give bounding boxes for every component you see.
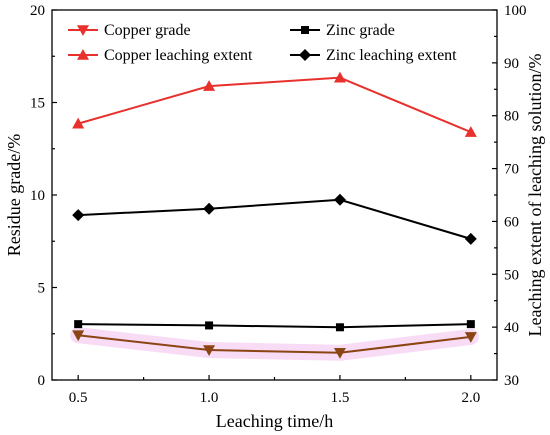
x-axis-title: Leaching time/h — [216, 411, 333, 431]
y-right-tick-label: 100 — [504, 3, 527, 19]
legend: Copper grade Zinc grade Copper leaching ex… — [68, 22, 457, 64]
legend-label: Copper grade — [104, 22, 191, 39]
ticks-layer — [52, 9, 497, 381]
y-left-axis-title: Residue grade/% — [4, 134, 24, 256]
legend-marker — [301, 26, 309, 34]
legend-marker — [77, 25, 89, 36]
x-tick-label: 1.0 — [200, 390, 219, 406]
x-tick-label: 2.0 — [461, 390, 480, 406]
y-left-tick-label: 20 — [30, 3, 45, 19]
series-line — [78, 323, 471, 329]
series-copper-leaching-extent — [72, 71, 477, 137]
y-left-tick-label: 5 — [38, 281, 46, 297]
y-left-tick-label: 15 — [30, 96, 45, 112]
y-right-tick-label: 60 — [504, 214, 519, 230]
data-point — [203, 202, 216, 215]
legend-item: Zinc grade — [290, 22, 395, 39]
y-left-tick-label: 10 — [30, 188, 45, 204]
data-point — [72, 209, 85, 222]
y-right-tick-label: 80 — [504, 109, 519, 125]
y-right-tick-label: 90 — [504, 56, 519, 72]
legend-item: Copper leaching extent — [68, 47, 253, 64]
legend-marker — [299, 49, 311, 61]
series-layer — [72, 71, 477, 359]
data-point — [72, 117, 85, 129]
series-zinc-leaching-extent — [72, 193, 477, 245]
data-point — [464, 332, 477, 343]
legend-marker — [77, 49, 89, 60]
data-point — [74, 320, 83, 329]
data-point — [333, 193, 346, 206]
tick-labels-layer: 0.5 1.0 1.5 2.0 0 5 10 15 20 30 40 50 60 70 80 90 100 — [30, 3, 527, 406]
series-line — [77, 76, 472, 134]
legend-label: Zinc leaching extent — [326, 47, 457, 64]
y-right-tick-label: 40 — [504, 320, 519, 336]
y-right-axis-title: Leaching extent of leaching solution/% — [525, 54, 545, 337]
data-point — [333, 71, 346, 83]
series-line — [78, 334, 471, 354]
data-point — [72, 330, 85, 342]
x-tick-label: 0.5 — [69, 390, 88, 406]
legend-item: Copper grade — [68, 22, 191, 39]
y-right-tick-label: 50 — [504, 267, 519, 283]
data-point — [205, 321, 214, 330]
data-point — [203, 345, 216, 357]
data-point — [333, 348, 346, 359]
legend-label: Copper leaching extent — [104, 47, 253, 64]
legend-label: Zinc grade — [326, 22, 395, 39]
data-point — [335, 323, 344, 332]
data-point — [203, 80, 216, 91]
series-zinc-grade — [74, 320, 475, 332]
y-right-tick-label: 70 — [504, 162, 519, 178]
y-right-tick-label: 30 — [504, 373, 519, 389]
legend-item: Zinc leaching extent — [290, 47, 457, 64]
data-point — [466, 320, 475, 329]
series-copper-grade — [72, 330, 477, 359]
data-point — [464, 232, 477, 245]
data-point — [464, 126, 477, 137]
y-left-tick-label: 0 — [38, 373, 46, 389]
x-tick-label: 1.5 — [331, 390, 350, 406]
series-line — [78, 198, 472, 240]
